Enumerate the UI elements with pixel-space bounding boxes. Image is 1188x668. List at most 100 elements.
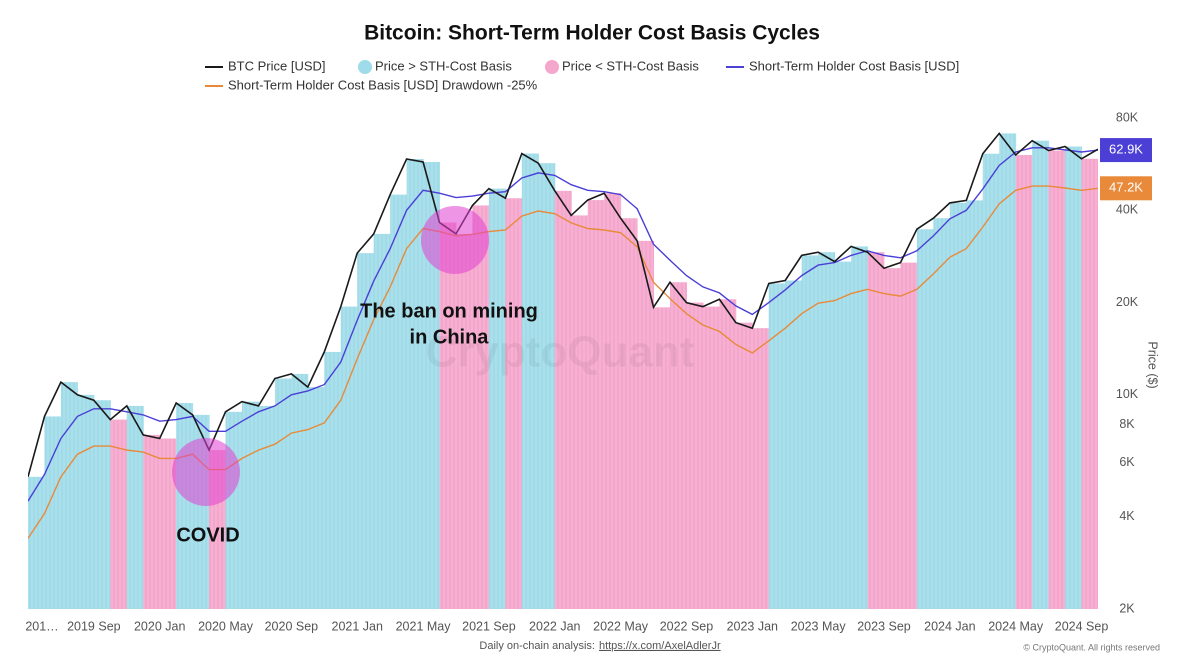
- area-band: [818, 252, 836, 609]
- area-band: [785, 280, 803, 609]
- y-tick-label: 8K: [1119, 417, 1135, 431]
- area-band: [768, 283, 786, 609]
- area-band: [472, 205, 490, 609]
- area-band: [1065, 146, 1083, 609]
- area-band: [834, 261, 852, 609]
- area-band: [324, 351, 342, 609]
- area-band: [949, 202, 967, 609]
- area-band: [44, 416, 62, 609]
- area-band: [60, 382, 78, 609]
- area-band: [620, 218, 638, 609]
- area-band: [916, 229, 934, 609]
- area-band: [637, 240, 655, 609]
- y-tick-label: 10K: [1116, 387, 1139, 401]
- area-band: [373, 233, 391, 609]
- x-tick-label: 2021 Sep: [462, 619, 516, 633]
- legend-label: Short-Term Holder Cost Basis [USD]: [749, 58, 959, 73]
- x-tick-label: 2024 May: [988, 619, 1044, 633]
- area-band: [752, 328, 770, 609]
- area-band: [406, 159, 424, 609]
- copyright: © CryptoQuant. All rights reserved: [1023, 642, 1160, 652]
- highlight-circle: [421, 206, 489, 274]
- y-tick-label: 80K: [1116, 110, 1139, 124]
- area-band: [423, 162, 441, 609]
- area-band: [884, 268, 901, 609]
- area-band: [28, 476, 45, 609]
- watermark: CryptoQuant: [426, 328, 695, 377]
- area-band: [719, 299, 737, 609]
- x-tick-label: 2023 Sep: [857, 619, 911, 633]
- area-band: [390, 194, 408, 609]
- chart-title: Bitcoin: Short-Term Holder Cost Basis Cy…: [364, 22, 820, 45]
- plot-area: [28, 110, 1099, 609]
- legend-label: Price < STH-Cost Basis: [562, 58, 699, 73]
- y-tick-label: 40K: [1116, 203, 1139, 217]
- end-label: 62.9K: [1109, 142, 1143, 157]
- footer-text: Daily on-chain analysis:: [479, 640, 595, 652]
- area-band: [604, 193, 622, 609]
- x-tick-label: 2020 Sep: [265, 619, 319, 633]
- area-band: [653, 307, 671, 609]
- area-band: [110, 419, 128, 609]
- area-band: [258, 405, 276, 609]
- area-band: [702, 306, 720, 609]
- area-band: [538, 163, 556, 609]
- area-band: [670, 282, 687, 609]
- x-tick-label: 2023 Jan: [727, 619, 778, 633]
- y-tick-label: 20K: [1116, 295, 1139, 309]
- x-tick-label: 2022 May: [593, 619, 649, 633]
- area-band: [357, 253, 375, 609]
- area-band: [801, 255, 819, 609]
- area-band: [143, 434, 161, 609]
- area-band: [521, 153, 539, 609]
- area-band: [307, 387, 325, 609]
- area-band: [439, 222, 457, 609]
- area-band: [1081, 158, 1098, 609]
- area-band: [1032, 140, 1050, 609]
- legend-label: BTC Price [USD]: [228, 58, 326, 73]
- area-band: [686, 302, 704, 609]
- annotation: in China: [410, 326, 490, 348]
- x-tick-label: 201…: [25, 619, 58, 633]
- area-band: [554, 190, 572, 609]
- x-tick-label: 2024 Jan: [924, 619, 975, 633]
- legend-swatch: [545, 60, 559, 74]
- area-band: [933, 218, 951, 609]
- x-tick-label: 2020 May: [198, 619, 254, 633]
- area-band: [966, 200, 984, 609]
- annotation: COVID: [176, 524, 239, 546]
- y-tick-label: 4K: [1119, 509, 1135, 523]
- area-band: [340, 306, 358, 609]
- series-line: [28, 147, 1098, 502]
- area-band: [93, 400, 111, 609]
- y-tick-label: 2K: [1119, 601, 1135, 615]
- area-band: [587, 200, 605, 609]
- x-tick-label: 2022 Sep: [660, 619, 714, 633]
- area-band: [456, 233, 473, 609]
- area-band: [159, 438, 177, 609]
- legend-label: Short-Term Holder Cost Basis [USD] Drawd…: [228, 77, 538, 92]
- area-band: [505, 198, 523, 609]
- legend-swatch: [358, 60, 372, 74]
- area-band: [176, 403, 194, 609]
- x-tick-label: 2019 Sep: [67, 619, 121, 633]
- x-tick-label: 2021 Jan: [332, 619, 383, 633]
- area-band: [274, 378, 292, 609]
- legend-label: Price > STH-Cost Basis: [375, 58, 512, 73]
- annotation: The ban on mining: [360, 300, 538, 322]
- area-band: [1098, 149, 1099, 609]
- area-band: [735, 322, 753, 609]
- area-band: [126, 405, 144, 609]
- end-label: 47.2K: [1109, 180, 1143, 195]
- end-badge: [1100, 138, 1152, 163]
- area-band: [867, 252, 885, 609]
- footer-link[interactable]: https://x.com/AxelAdlerJr: [599, 640, 721, 652]
- x-tick-label: 2021 May: [396, 619, 452, 633]
- area-band: [488, 188, 506, 609]
- highlight-circle: [172, 438, 240, 506]
- area-band: [900, 262, 918, 609]
- x-tick-label: 2024 Sep: [1055, 619, 1109, 633]
- area-band: [1048, 150, 1066, 609]
- area-band: [982, 153, 1000, 609]
